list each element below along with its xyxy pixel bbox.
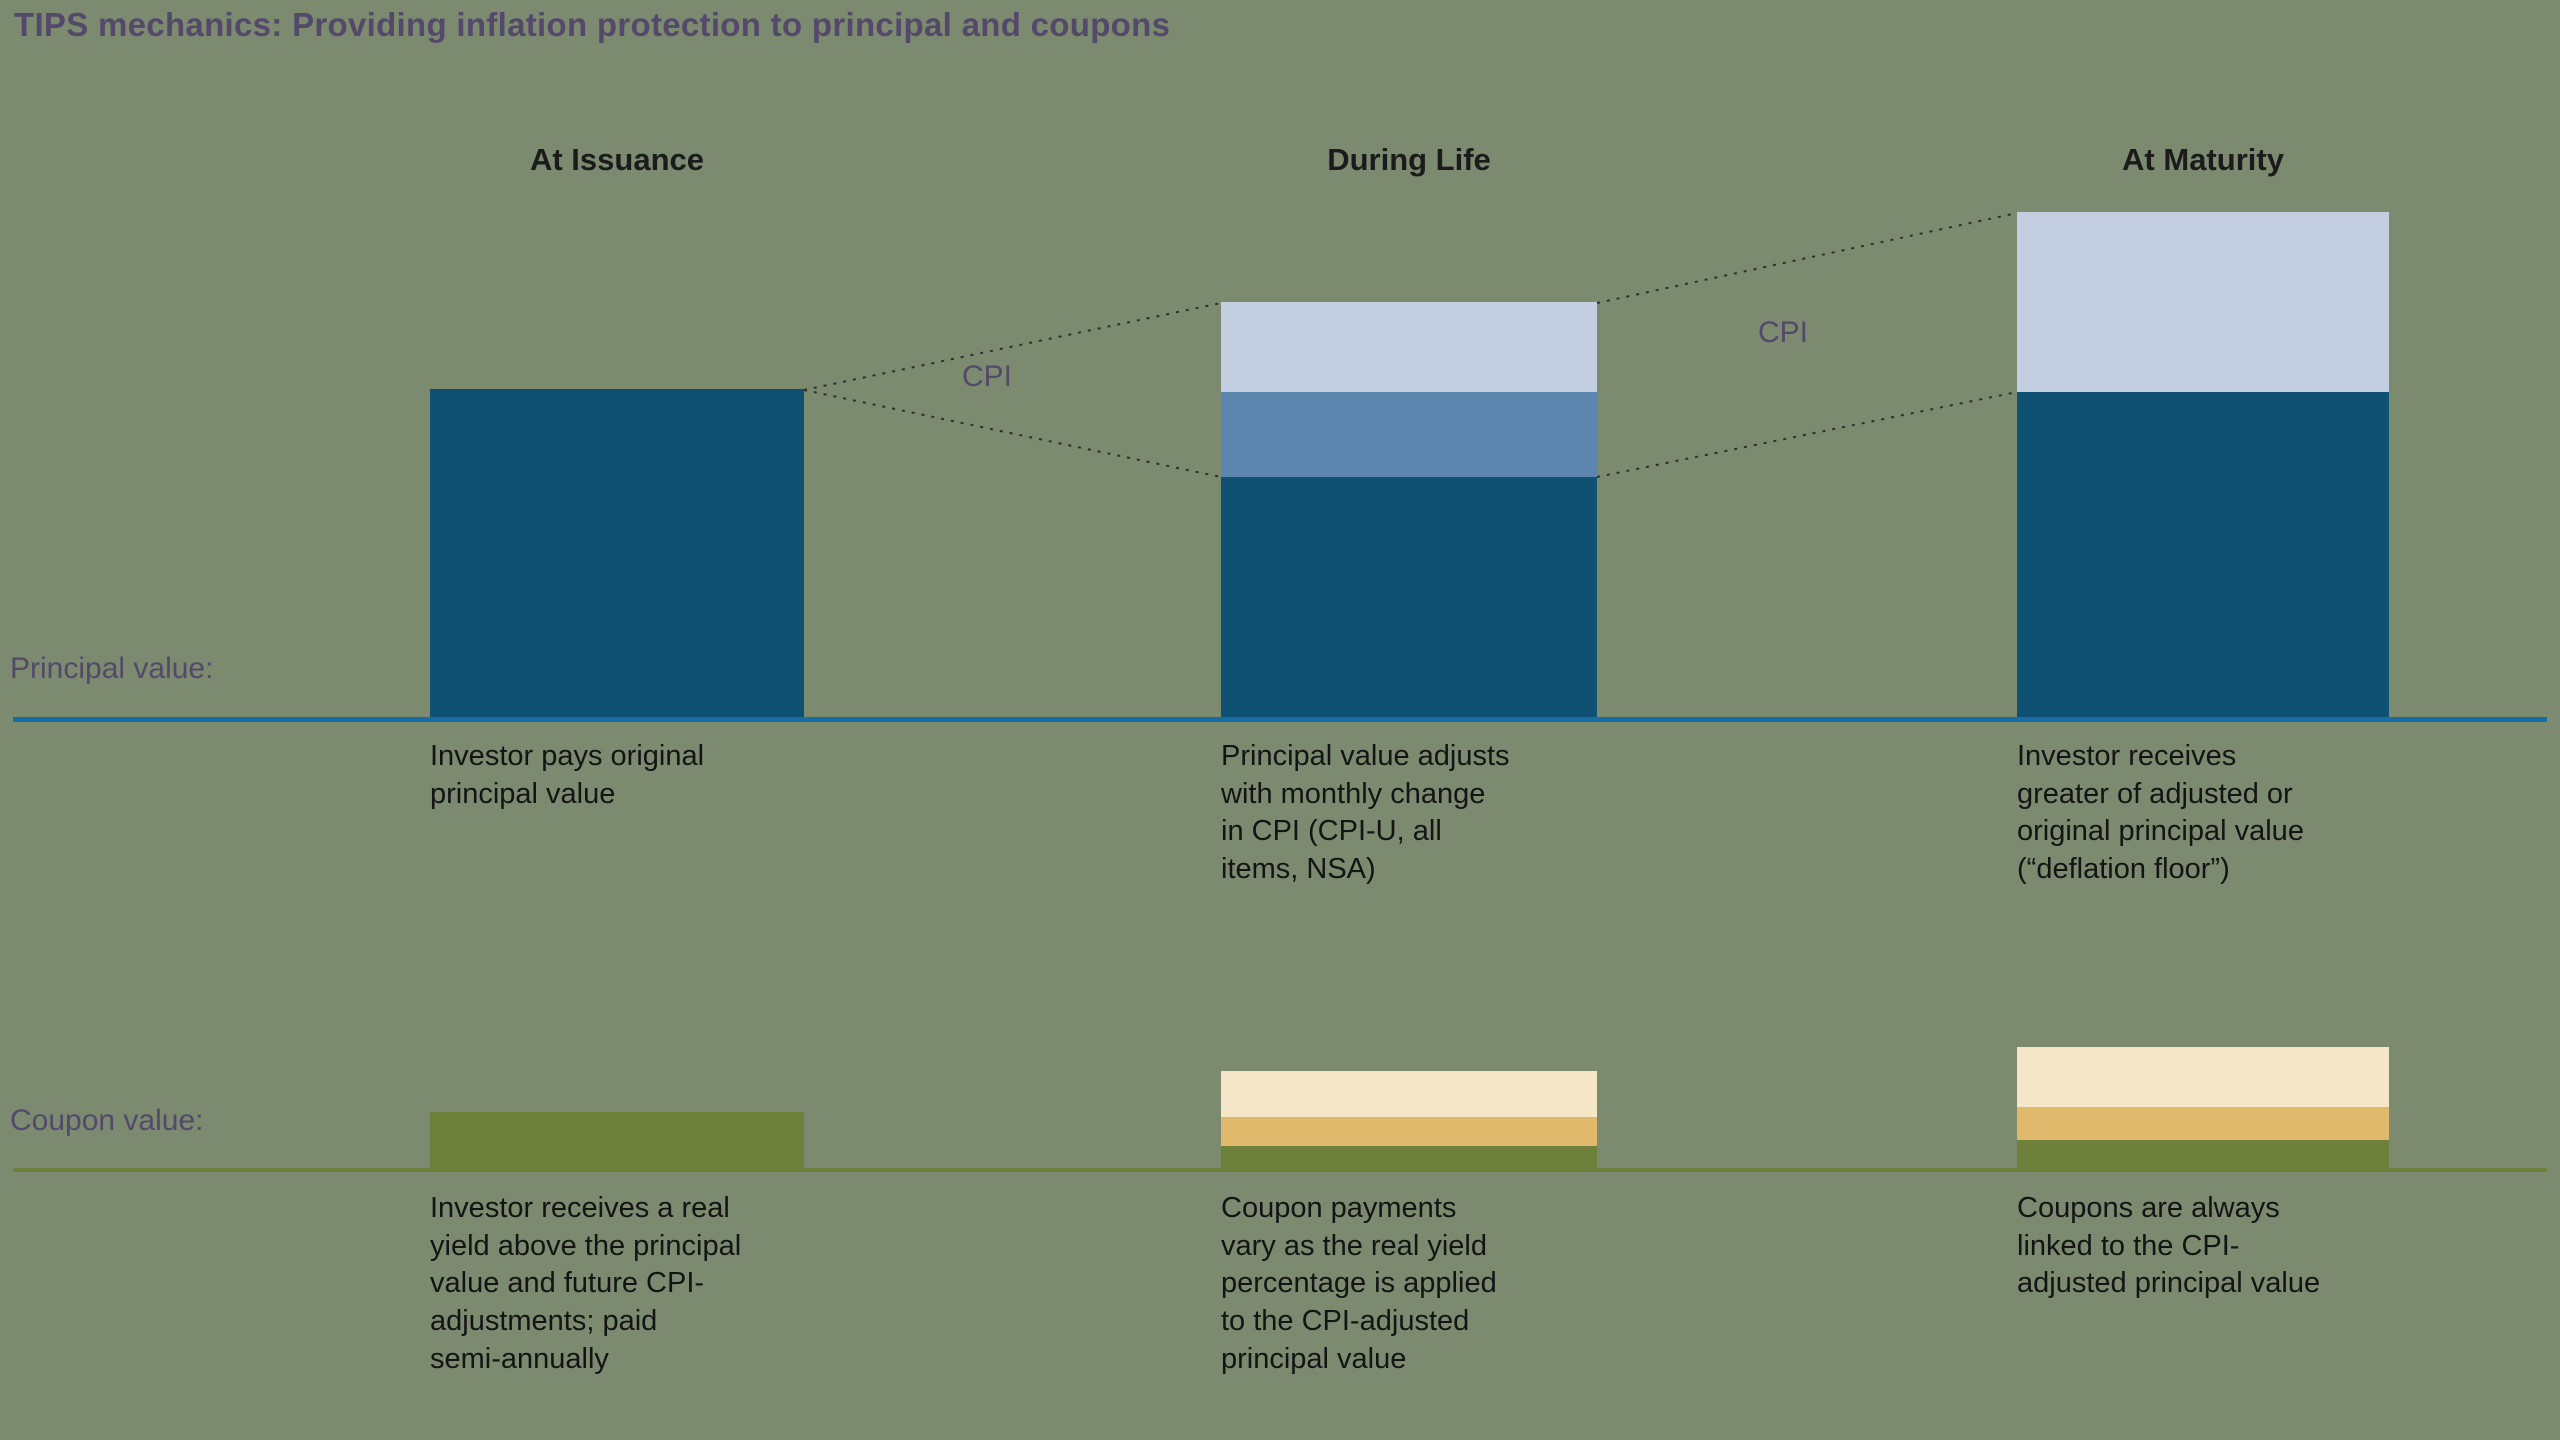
coupon-desc-during-life: Coupon payments vary as the real yield p… — [1221, 1192, 1497, 1375]
coupon-bar-life-cream-segment — [1221, 1071, 1597, 1117]
principal-desc-issuance: Investor pays original principal value — [430, 740, 705, 810]
principal-bar-maturity-original-segment — [2017, 392, 2389, 717]
stage-header-at-maturity: At Maturity — [2122, 142, 2284, 177]
diagram-title: TIPS mechanics: Providing inflation prot… — [14, 6, 1171, 43]
coupon-bar-life-olive-segment — [1221, 1146, 1597, 1168]
coupon-desc-issuance: Investor receives a real yield above the… — [430, 1192, 742, 1375]
principal-bar-life-original-segment — [1221, 477, 1597, 717]
principal-baseline — [13, 717, 2547, 722]
coupon-bar-maturity-gold-segment — [2017, 1107, 2389, 1140]
stage-header-during-life: During Life — [1327, 142, 1491, 177]
connector-line-issuance-to-life-top — [803, 302, 1222, 391]
cpi-label-right: CPI — [1758, 316, 1809, 349]
stage-header-at-issuance: At Issuance — [529, 142, 704, 177]
principal-value-label: Principal value: — [10, 652, 214, 685]
connector-line-life-to-maturity-top — [1596, 212, 2018, 304]
principal-desc-during-life: Principal value adjusts with monthly cha… — [1221, 740, 1510, 886]
principal-bar-maturity-cpi-segment — [2017, 212, 2389, 392]
connector-line-life-to-maturity-bottom — [1596, 391, 2018, 478]
coupon-bar-issuance — [430, 1112, 804, 1168]
principal-bar-issuance — [430, 389, 804, 717]
coupon-desc-maturity: Coupons are always linked to the CPI- ad… — [2017, 1192, 2321, 1300]
connector-line-issuance-to-life-bottom — [803, 389, 1222, 478]
coupon-value-label: Coupon value: — [10, 1104, 204, 1137]
principal-desc-maturity: Investor receives greater of adjusted or… — [2017, 740, 2304, 886]
coupon-baseline — [13, 1168, 2547, 1172]
coupon-bar-maturity-cream-segment — [2017, 1047, 2389, 1107]
principal-bar-life-cpi-accrued-segment — [1221, 392, 1597, 477]
principal-bar-life-cpi-new-segment — [1221, 302, 1597, 392]
coupon-bar-maturity-olive-segment — [2017, 1140, 2389, 1168]
coupon-bar-life-gold-segment — [1221, 1117, 1597, 1146]
cpi-label-left: CPI — [962, 360, 1013, 393]
